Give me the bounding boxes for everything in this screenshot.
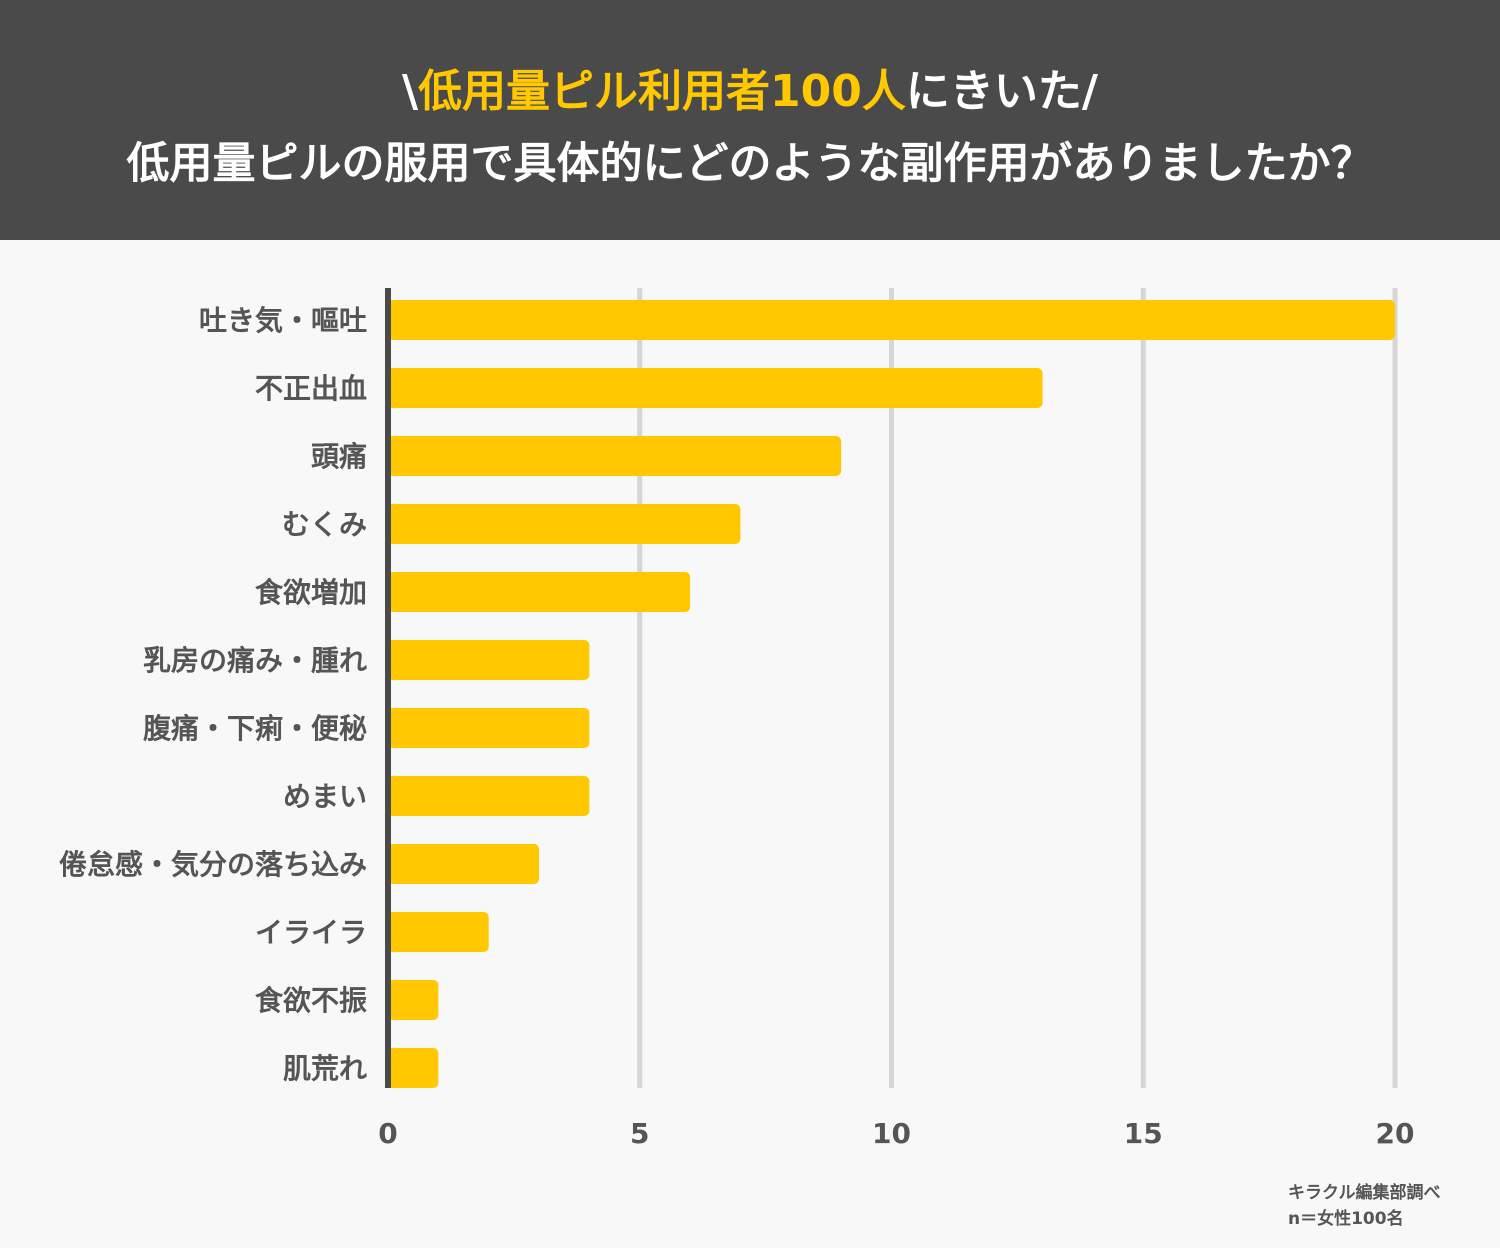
title-suffix: にきいた/ <box>905 66 1098 117</box>
source-line-2: n＝女性100名 <box>1288 1209 1404 1229</box>
category-label-5: 食欲増加 <box>255 576 367 609</box>
bar-2 <box>388 368 1043 408</box>
bar-11 <box>388 980 439 1020</box>
x-tick-label-0: 0 <box>378 1117 397 1150</box>
title-line-1: \低用量ピル利用者100人にきいた/ <box>0 62 1500 122</box>
bar-5 <box>388 572 691 612</box>
category-label-10: イライラ <box>255 916 367 949</box>
category-label-6: 乳房の痛み・腫れ <box>143 644 367 677</box>
category-label-2: 不正出血 <box>255 372 367 405</box>
bar-12 <box>388 1048 439 1088</box>
source-line-1: キラクル編集部調べ <box>1288 1183 1441 1203</box>
category-label-4: むくみ <box>282 508 367 541</box>
title-prefix: \ <box>401 66 419 117</box>
bar-10 <box>388 912 489 952</box>
chart-title: 低用量ピルの服用で具体的にどのような副作用がありましたか？ <box>126 139 1374 189</box>
x-tick-label-15: 15 <box>1124 1117 1163 1150</box>
x-tick-label-10: 10 <box>872 1117 911 1150</box>
category-label-8: めまい <box>283 780 367 813</box>
bar-3 <box>388 436 842 476</box>
category-label-3: 頭痛 <box>311 440 367 473</box>
x-tick-label-5: 5 <box>630 1117 649 1150</box>
category-label-11: 食欲不振 <box>255 984 367 1017</box>
bar-6 <box>388 640 590 680</box>
category-label-1: 吐き気・嘔吐 <box>199 304 367 337</box>
bar-1 <box>388 300 1395 340</box>
category-label-9: 倦怠感・気分の落ち込み <box>59 848 367 881</box>
source-note: キラクル編集部調べ n＝女性100名 <box>1288 1180 1441 1232</box>
bar-4 <box>388 504 741 544</box>
x-tick-label-20: 20 <box>1376 1117 1415 1150</box>
bar-chart: 吐き気・嘔吐不正出血頭痛むくみ食欲増加乳房の痛み・腫れ腹痛・下痢・便秘めまい倦怠… <box>59 288 1415 1150</box>
bar-7 <box>388 708 590 748</box>
title-highlight: 低用量ピル利用者100人 <box>418 66 906 117</box>
bar-8 <box>388 776 590 816</box>
category-label-7: 腹痛・下痢・便秘 <box>143 712 367 745</box>
header-banner: \低用量ピル利用者100人にきいた/ 低用量ピルの服用で具体的にどのような副作用… <box>0 0 1500 240</box>
category-label-12: 肌荒れ <box>283 1052 367 1085</box>
bar-9 <box>388 844 540 884</box>
